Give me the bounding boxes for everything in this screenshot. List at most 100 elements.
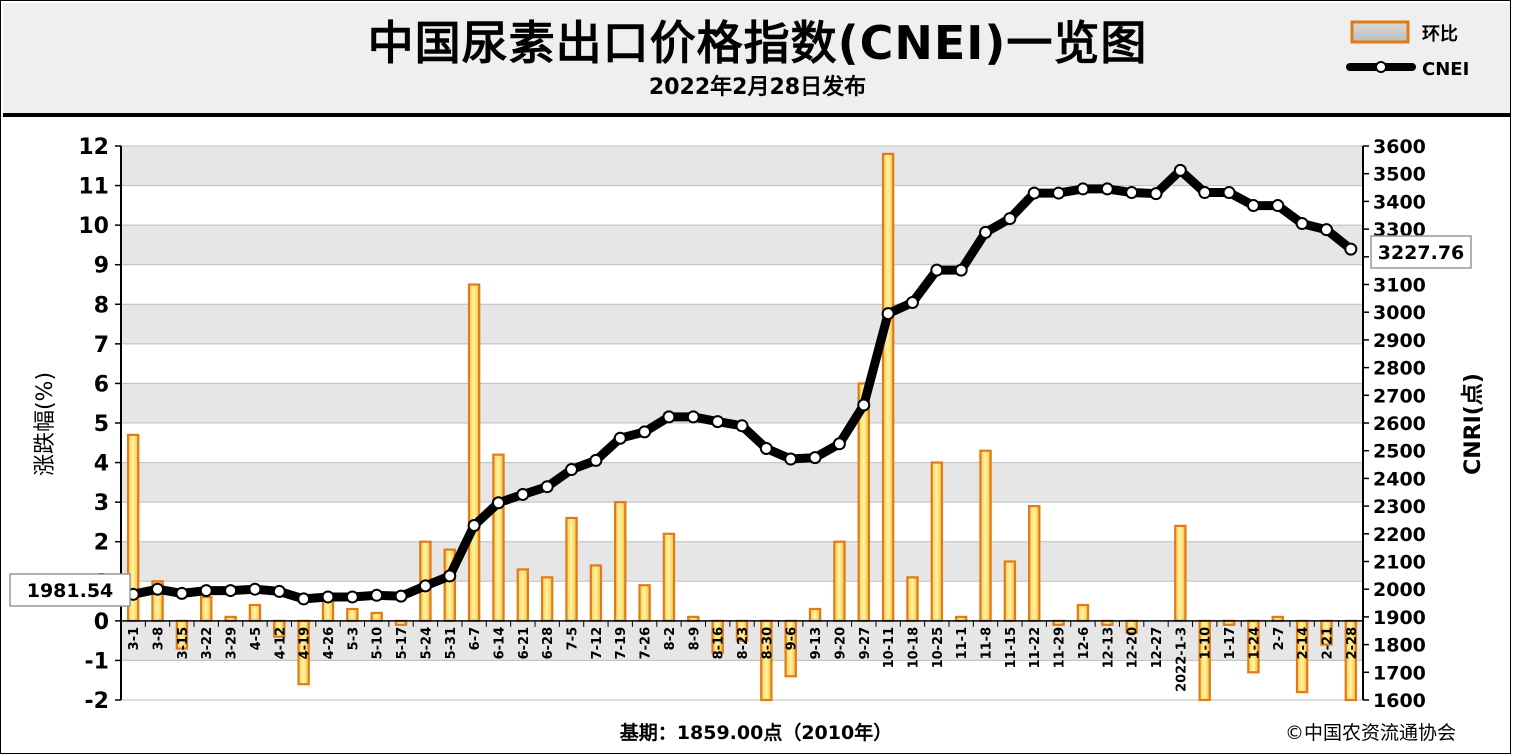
x-axis-labels: 3-1 3-8 3-15 3-22 3-29 4-5 4-12 4-19 4-26 5-3 5-10… xyxy=(120,620,1360,692)
x-tick-label: 9-6 xyxy=(785,627,800,651)
grid-band xyxy=(121,225,1363,265)
right-tick-label: 2700 xyxy=(1373,385,1426,407)
right-tick-label: 3400 xyxy=(1373,191,1426,213)
x-tick-label: 1-24 xyxy=(1247,627,1262,660)
x-tick-label: 2022-1-3 xyxy=(1174,627,1189,692)
x-tick-label: 3-22 xyxy=(200,627,215,660)
right-tick-label: 3000 xyxy=(1373,302,1426,324)
bar-10-25 xyxy=(930,461,944,622)
cnei-point-5-31 xyxy=(443,569,457,583)
left-tick-label: 11 xyxy=(78,175,109,200)
right-tick-label: 2800 xyxy=(1373,358,1426,380)
x-tick-label: 7-5 xyxy=(566,627,581,651)
bar-11-8 xyxy=(979,449,992,622)
bar-4-5 xyxy=(248,603,262,622)
cnei-point-6-28 xyxy=(540,480,554,494)
left-tick-label: 6 xyxy=(94,372,109,397)
cnei-point-6-21 xyxy=(516,487,530,501)
x-tick-label: 10-11 xyxy=(882,627,897,669)
cnei-point-3-29 xyxy=(224,584,238,598)
bar-5-3 xyxy=(346,607,359,622)
x-tick-label: 11-15 xyxy=(1004,627,1019,669)
x-tick-label: 11-22 xyxy=(1028,627,1043,669)
x-tick-label: 11-1 xyxy=(955,627,970,660)
x-tick-label: 8-16 xyxy=(712,627,727,660)
x-tick-label: 4-19 xyxy=(298,627,313,660)
bar-9-20 xyxy=(833,540,846,622)
line-series xyxy=(126,163,1358,606)
x-tick-label: 7-12 xyxy=(590,627,605,660)
cnei-point-2-21 xyxy=(1319,223,1333,237)
cnei-point-8-2 xyxy=(662,410,676,424)
bar-3-22 xyxy=(200,596,213,622)
bar-11-15 xyxy=(1003,560,1017,622)
bar-6-28 xyxy=(540,576,554,622)
cnei-point-8-9 xyxy=(686,410,700,424)
cnei-point-4-5 xyxy=(248,582,262,596)
footer-base: 基期：1859.00点（2010年） xyxy=(619,721,892,744)
cnei-point-11-15 xyxy=(1003,212,1017,226)
cnei-point-12-27 xyxy=(1149,187,1163,201)
left-tick-label: 12 xyxy=(78,135,109,160)
cnei-point-3-15 xyxy=(175,586,189,600)
cnei-point-1-17 xyxy=(1222,186,1236,200)
cnei-point-4-26 xyxy=(321,590,335,604)
x-tick-label: 2-7 xyxy=(1272,627,1287,651)
right-tick-label: 1800 xyxy=(1373,635,1426,657)
right-tick-label: 2100 xyxy=(1373,552,1426,574)
left-tick-label: 10 xyxy=(78,214,109,239)
cnei-point-11-1 xyxy=(954,263,968,277)
right-tick-label: 3100 xyxy=(1373,275,1426,297)
cnei-point-6-7 xyxy=(467,518,481,532)
cnei-point-3-22 xyxy=(199,584,213,598)
right-tick-label: 2600 xyxy=(1373,413,1426,435)
cnei-point-10-25 xyxy=(930,263,944,277)
cnei-point-2022-1-3 xyxy=(1173,163,1187,177)
left-tick-label: 7 xyxy=(94,333,109,358)
cnei-point-10-11 xyxy=(881,307,895,321)
cnei-point-1-10 xyxy=(1198,186,1212,200)
legend-bar-label: 环比 xyxy=(1422,24,1458,45)
bar-10-11 xyxy=(881,152,895,622)
cnei-point-5-10 xyxy=(370,588,384,602)
bar-4-26 xyxy=(321,599,335,622)
x-tick-label: 10-25 xyxy=(931,627,946,669)
x-tick-label: 12-6 xyxy=(1077,627,1092,660)
cnei-point-5-24 xyxy=(418,579,432,593)
x-tick-label: 8-2 xyxy=(663,627,678,651)
cnei-point-9-13 xyxy=(808,451,822,465)
x-tick-label: 6-28 xyxy=(541,627,556,660)
left-tick-label: 5 xyxy=(94,412,109,437)
bar-7-19 xyxy=(614,501,627,622)
x-tick-label: 9-13 xyxy=(809,627,824,660)
x-tick-label: 9-27 xyxy=(858,627,873,660)
cnei-point-10-18 xyxy=(905,296,919,310)
cnei-point-7-5 xyxy=(565,463,579,477)
legend-line-label: CNEI xyxy=(1422,59,1469,80)
x-tick-label: 4-26 xyxy=(322,627,337,660)
x-tick-label: 5-24 xyxy=(419,627,434,660)
cnei-point-4-12 xyxy=(272,584,286,598)
cnei-point-8-23 xyxy=(735,419,749,433)
left-tick-label: 0 xyxy=(94,610,109,635)
bar-10-18 xyxy=(906,576,919,622)
left-tick-label: -2 xyxy=(85,689,109,714)
data-label-callouts: 1981.54 3227.76 xyxy=(9,235,1472,607)
x-tick-label: 12-27 xyxy=(1150,627,1165,669)
x-tick-label: 8-23 xyxy=(736,627,751,660)
cnei-point-8-30 xyxy=(759,441,773,455)
cnei-point-5-17 xyxy=(394,589,408,603)
footer-credit: ©中国农资流通协会 xyxy=(1285,722,1456,744)
cnei-point-3-8 xyxy=(151,582,165,596)
cnei-point-8-16 xyxy=(711,415,725,429)
left-tick-label: -1 xyxy=(85,649,109,674)
cnei-point-7-12 xyxy=(589,453,603,467)
bar-6-14 xyxy=(492,453,505,622)
right-axis-ticks: 1600 1700 1800 1900 2000 2100 2200 2300 2400 2500… xyxy=(1363,136,1426,712)
bar-11-22 xyxy=(1028,505,1041,622)
left-tick-label: 8 xyxy=(94,293,109,318)
bar-9-13 xyxy=(808,607,822,622)
x-tick-label: 11-8 xyxy=(980,627,995,660)
x-tick-label: 2-21 xyxy=(1321,627,1336,660)
